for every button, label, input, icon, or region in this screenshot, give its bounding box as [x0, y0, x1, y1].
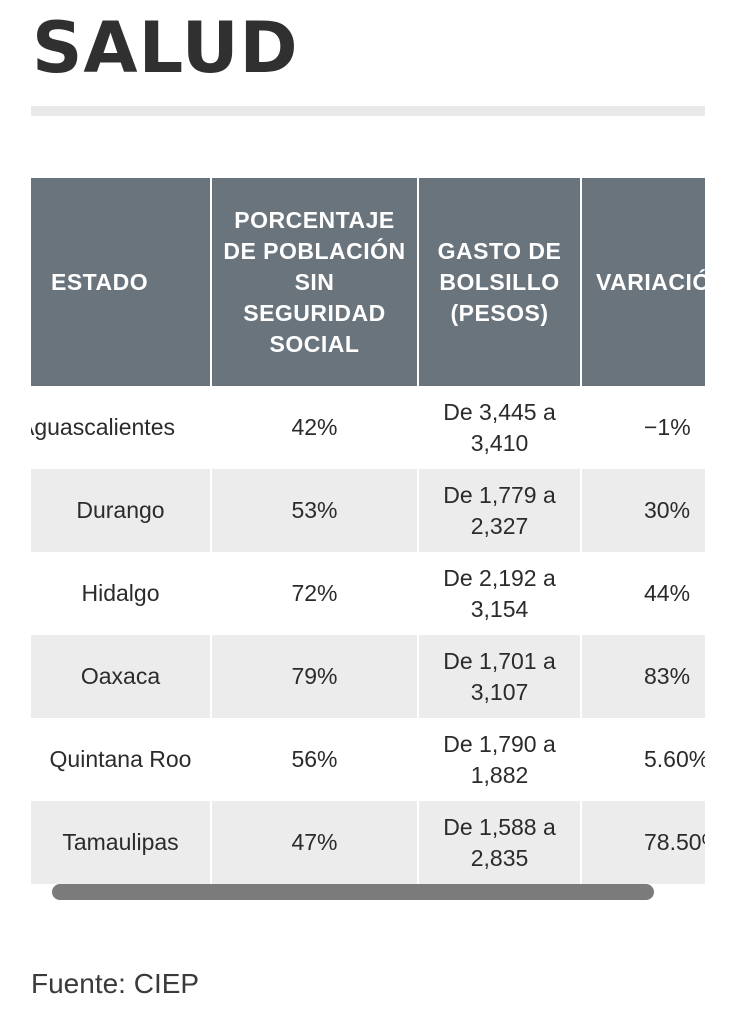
page-title: SALUD [32, 7, 299, 89]
cell-estado: Hidalgo [31, 552, 212, 635]
header-gasto: GASTO DE BOLSILLO (PESOS) [418, 178, 582, 386]
table-header-row: ESTADO PORCENTAJE DE POBLACIÓN SIN SEGUR… [31, 178, 705, 386]
table-scroll-container[interactable]: ESTADO PORCENTAJE DE POBLACIÓN SIN SEGUR… [31, 178, 705, 886]
table-row: Hidalgo 72% De 2,192 a 3,154 44% [31, 552, 705, 635]
cell-poblacion: 56% [211, 718, 419, 801]
cell-variacion: 44% [581, 552, 705, 635]
header-poblacion: PORCENTAJE DE POBLACIÓN SIN SEGURIDAD SO… [211, 178, 419, 386]
horizontal-scrollbar[interactable] [52, 884, 654, 900]
cell-variacion: 30% [581, 469, 705, 552]
cell-gasto: De 3,445 a 3,410 [418, 386, 582, 469]
health-table: ESTADO PORCENTAJE DE POBLACIÓN SIN SEGUR… [31, 178, 705, 884]
cell-estado: Quintana Roo [31, 718, 212, 801]
cell-variacion: 83% [581, 635, 705, 718]
table-row: Durango 53% De 1,779 a 2,327 30% [31, 469, 705, 552]
table-row: Tamaulipas 47% De 1,588 a 2,835 78.50% [31, 801, 705, 884]
header-estado: ESTADO [31, 178, 212, 386]
cell-estado: Aguascalientes [31, 386, 212, 469]
title-divider [31, 106, 705, 116]
cell-poblacion: 79% [211, 635, 419, 718]
cell-gasto: De 1,779 a 2,327 [418, 469, 582, 552]
table-row: Quintana Roo 56% De 1,790 a 1,882 5.60% [31, 718, 705, 801]
cell-poblacion: 47% [211, 801, 419, 884]
cell-gasto: De 1,790 a 1,882 [418, 718, 582, 801]
cell-estado: Tamaulipas [31, 801, 212, 884]
cell-variacion: 5.60% [581, 718, 705, 801]
header-variacion: VARIACIÓ [581, 178, 705, 386]
cell-variacion: −1% [581, 386, 705, 469]
cell-estado: Durango [31, 469, 212, 552]
table-row: Oaxaca 79% De 1,701 a 3,107 83% [31, 635, 705, 718]
cell-estado: Oaxaca [31, 635, 212, 718]
cell-gasto: De 1,588 a 2,835 [418, 801, 582, 884]
cell-poblacion: 42% [211, 386, 419, 469]
table-row: Aguascalientes 42% De 3,445 a 3,410 −1% [31, 386, 705, 469]
cell-gasto: De 2,192 a 3,154 [418, 552, 582, 635]
cell-poblacion: 72% [211, 552, 419, 635]
source-note: Fuente: CIEP [31, 968, 200, 999]
cell-gasto: De 1,701 a 3,107 [418, 635, 582, 718]
cell-poblacion: 53% [211, 469, 419, 552]
cell-variacion: 78.50% [581, 801, 705, 884]
